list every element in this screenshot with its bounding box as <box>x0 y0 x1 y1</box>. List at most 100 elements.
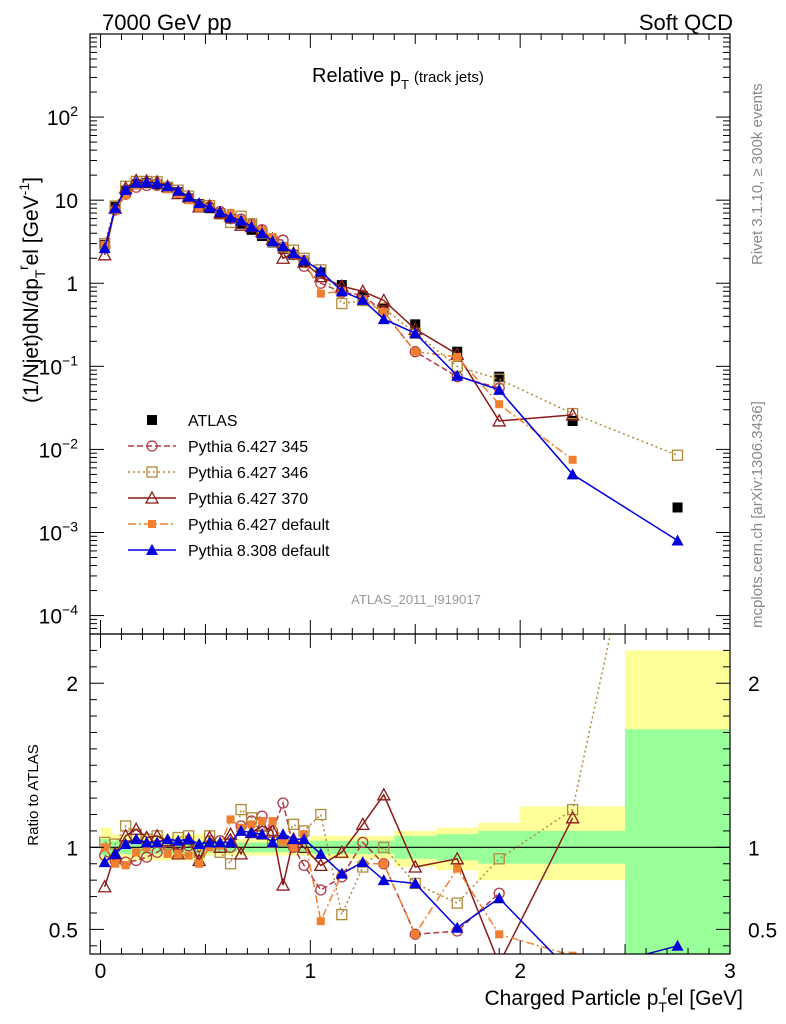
data-point <box>379 308 388 317</box>
data-point <box>356 293 369 305</box>
header-right: Soft QCD <box>639 10 733 35</box>
data-point <box>568 455 577 464</box>
data-point <box>409 327 422 339</box>
data-point <box>235 803 247 816</box>
series-3 <box>97 173 580 427</box>
ratio-frame <box>89 633 731 955</box>
data-point <box>141 851 153 863</box>
data-point <box>224 858 237 870</box>
legend-label: Pythia 6.427 370 <box>188 491 308 508</box>
data-point <box>172 184 185 196</box>
data-point <box>315 277 327 289</box>
data-point <box>314 265 327 277</box>
legend-marker <box>146 440 158 452</box>
y-tick-label: 10 <box>55 190 78 213</box>
data-point <box>245 220 258 232</box>
data-point <box>132 848 141 857</box>
data-point <box>494 371 505 382</box>
data-point <box>355 817 370 831</box>
data-point <box>268 817 277 826</box>
data-point <box>287 818 300 831</box>
data-point <box>298 833 311 845</box>
data-point <box>315 884 327 896</box>
data-point <box>671 449 684 461</box>
data-point <box>671 534 684 546</box>
series-line <box>103 182 574 461</box>
data-point <box>356 856 369 868</box>
ratio-xlabel: Charged Particle pTrel [GeV] <box>484 982 743 1015</box>
data-point <box>98 242 111 254</box>
analysis-id: ATLAS_2011_I919017 <box>351 592 481 607</box>
data-point <box>130 176 143 188</box>
data-point <box>335 867 348 879</box>
data-point <box>130 833 143 845</box>
data-point <box>172 834 185 846</box>
legend-entry: Pythia 6.427 345 <box>128 439 308 456</box>
data-point <box>245 826 258 838</box>
legend-marker <box>144 490 160 504</box>
data-point <box>568 951 577 954</box>
data-point <box>409 928 421 940</box>
data-point <box>493 383 506 395</box>
data-point <box>235 214 248 226</box>
data-point <box>266 836 279 848</box>
data-point <box>184 851 193 860</box>
data-point <box>335 285 348 297</box>
ratio-y-tick-label-right: 2 <box>748 673 760 696</box>
data-point <box>453 864 462 873</box>
data-point <box>316 917 325 926</box>
data-point <box>275 877 291 891</box>
data-point <box>376 293 391 307</box>
legend-marker <box>146 544 158 555</box>
data-point <box>193 197 206 209</box>
data-point <box>109 202 122 214</box>
legend-label: Pythia 6.427 default <box>188 517 330 534</box>
data-point <box>673 317 683 327</box>
data-point <box>287 247 300 259</box>
data-point <box>174 849 183 858</box>
data-point <box>266 235 279 247</box>
data-point <box>451 369 464 381</box>
series-4 <box>98 824 684 979</box>
series-5 <box>98 176 684 546</box>
series-0 <box>99 178 683 513</box>
legend-label: Pythia 6.427 346 <box>188 465 308 482</box>
data-point <box>97 879 112 893</box>
legend-entry: ATLAS <box>147 413 238 430</box>
data-point <box>377 874 390 886</box>
data-point <box>256 227 269 239</box>
ratio-y-tick-label-right: 1 <box>748 837 760 860</box>
data-point <box>411 930 420 939</box>
data-point <box>256 828 269 840</box>
data-point <box>258 817 267 826</box>
data-point <box>566 803 579 816</box>
data-point <box>316 289 325 298</box>
data-point <box>566 468 579 480</box>
legend-marker <box>148 520 156 528</box>
data-point <box>336 297 348 310</box>
data-point <box>408 859 423 873</box>
data-point <box>671 939 684 951</box>
data-point <box>493 958 505 969</box>
data-point <box>214 206 227 218</box>
data-point <box>357 836 369 849</box>
data-point <box>495 930 504 939</box>
data-point <box>289 843 298 852</box>
data-point <box>567 968 579 979</box>
data-point <box>279 836 288 845</box>
data-point <box>121 861 130 870</box>
legend-label: Pythia 6.427 345 <box>188 439 308 456</box>
data-point <box>161 180 174 192</box>
y-tick-label: 10−1 <box>39 352 79 379</box>
data-point <box>224 836 237 848</box>
data-point <box>314 847 327 859</box>
data-point <box>672 502 683 513</box>
data-point <box>98 856 111 868</box>
legend-entry: Pythia 6.427 370 <box>128 490 308 508</box>
series-line <box>103 793 574 954</box>
data-point <box>378 841 390 853</box>
data-point <box>151 836 164 848</box>
data-point <box>565 810 580 824</box>
data-point <box>203 836 216 848</box>
